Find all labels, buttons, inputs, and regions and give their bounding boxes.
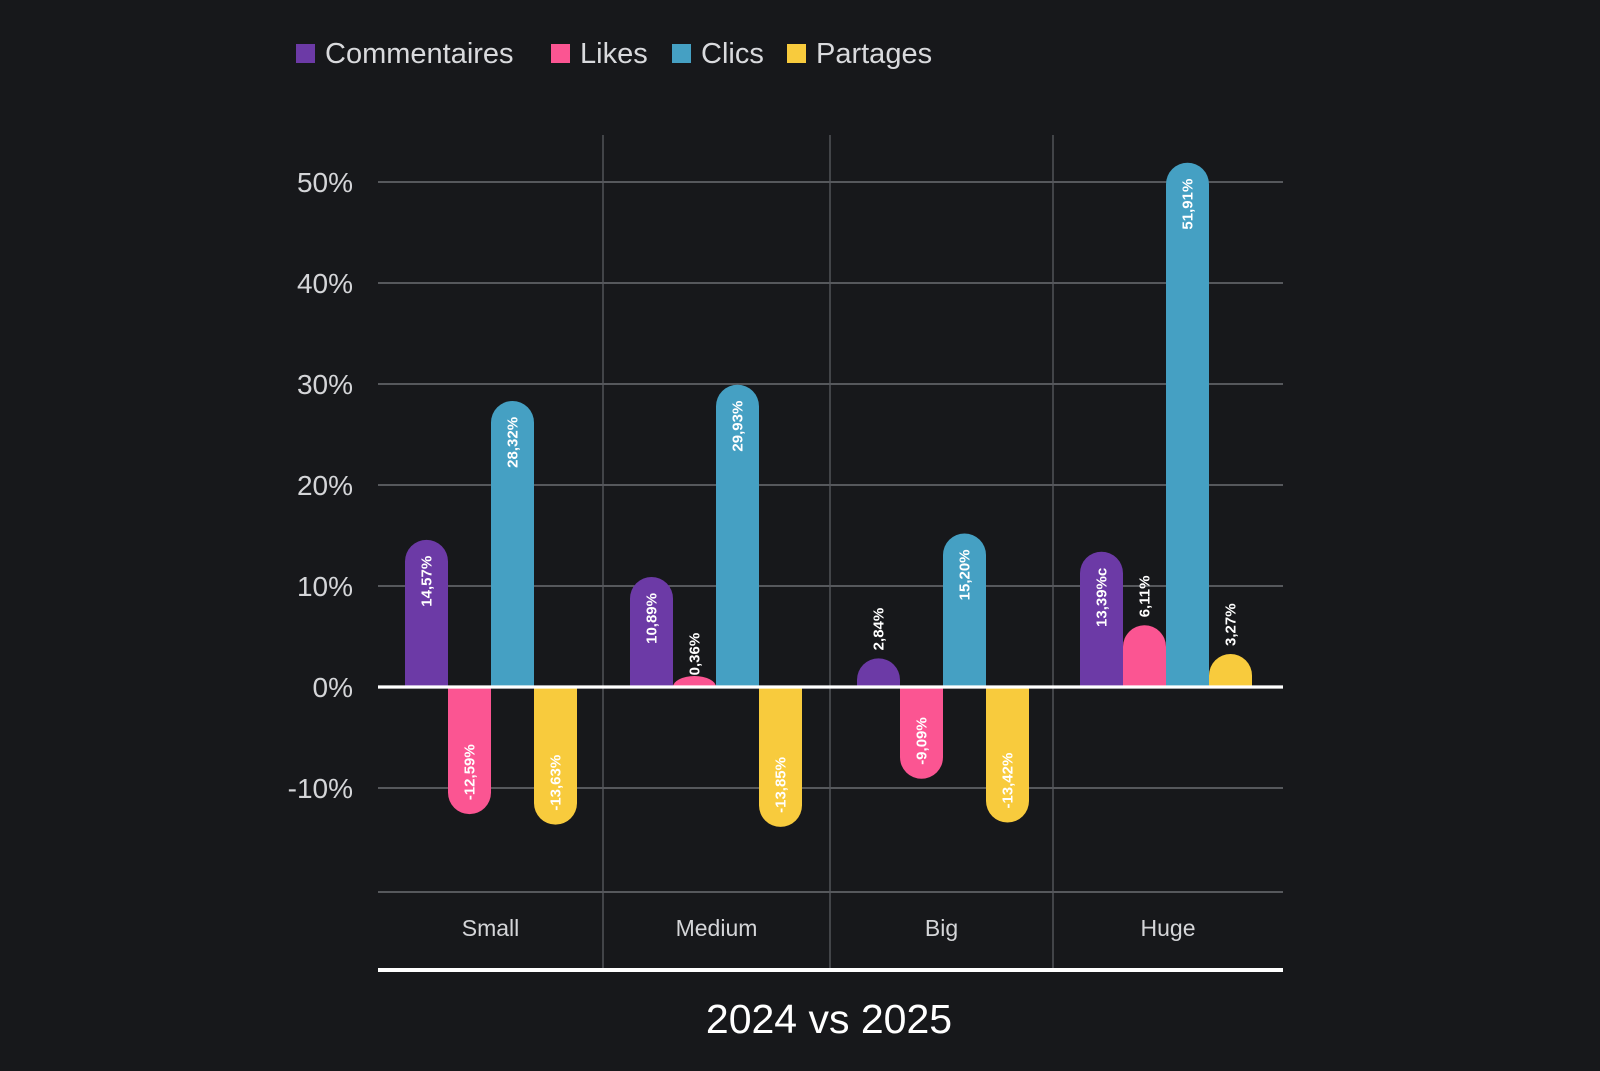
- data-label: 51,91%: [1180, 179, 1197, 230]
- data-label: -13,42%: [1000, 753, 1017, 809]
- bar-likes-big: [900, 687, 943, 779]
- bar-clics-big: [943, 533, 986, 687]
- data-label: 0,36%: [687, 633, 704, 676]
- bars: [405, 162, 1252, 827]
- x-tick-label: Small: [462, 915, 520, 941]
- legend-swatch-clics: [672, 44, 691, 63]
- bar-partages-huge: [1209, 653, 1252, 687]
- legend-label-clics: Clics: [701, 38, 764, 70]
- bar-partages-big: [986, 687, 1029, 823]
- bar-clics-huge: [1166, 162, 1209, 688]
- y-tick-label: -10%: [288, 773, 353, 804]
- x-tick-label: Medium: [676, 915, 758, 941]
- bar-likes-huge: [1123, 625, 1166, 687]
- data-label: -12,59%: [462, 744, 479, 800]
- data-label: 10,89%: [644, 593, 661, 644]
- data-labels: 14,57% -12,59% 28,32% -13,63% 10,89% 0,36% 29,…: [419, 179, 1240, 813]
- bar-commentaires-big: [857, 658, 900, 687]
- data-label: 2,84%: [871, 608, 888, 651]
- bar-partages-small: [534, 687, 577, 825]
- legend-swatch-partages: [787, 44, 806, 63]
- bar-commentaires-medium: [630, 577, 673, 687]
- chart-title: 2024 vs 2025: [706, 996, 952, 1042]
- data-label: 13,39%c: [1094, 568, 1111, 627]
- bar-clics-medium: [716, 384, 759, 687]
- bar-clics-small: [491, 400, 534, 687]
- legend: Commentaires Likes Clics Partages: [296, 38, 932, 70]
- axes: 50% 40% 30% 20% 10% 0% -10% Small Medium Big Huge: [288, 167, 1283, 972]
- bar-likes-medium: [673, 676, 716, 687]
- data-label: 29,93%: [730, 401, 747, 452]
- bar-partages-medium: [759, 687, 802, 827]
- data-label: -13,63%: [548, 755, 565, 811]
- legend-label-commentaires: Commentaires: [325, 38, 514, 70]
- y-tick-label: 40%: [297, 268, 353, 299]
- legend-label-likes: Likes: [580, 38, 648, 70]
- y-tick-label: 20%: [297, 470, 353, 501]
- bar-commentaires-huge: [1080, 551, 1123, 687]
- y-tick-label: 30%: [297, 369, 353, 400]
- data-label: 3,27%: [1223, 603, 1240, 646]
- y-tick-label: 50%: [297, 167, 353, 198]
- x-tick-label: Huge: [1141, 915, 1196, 941]
- data-label: -9,09%: [914, 717, 931, 765]
- y-tick-label: 0%: [313, 672, 353, 703]
- bar-likes-small: [448, 687, 491, 815]
- data-label: -13,85%: [773, 757, 790, 813]
- data-label: 28,32%: [505, 417, 522, 468]
- data-label: 14,57%: [419, 556, 436, 607]
- y-tick-label: 10%: [297, 571, 353, 602]
- data-label: 15,20%: [957, 549, 974, 600]
- legend-label-partages: Partages: [816, 38, 932, 70]
- legend-swatch-likes: [551, 44, 570, 63]
- bar-commentaires-small: [405, 539, 448, 687]
- x-tick-label: Big: [925, 915, 958, 941]
- data-label: 6,11%: [1137, 576, 1154, 618]
- legend-swatch-commentaires: [296, 44, 315, 63]
